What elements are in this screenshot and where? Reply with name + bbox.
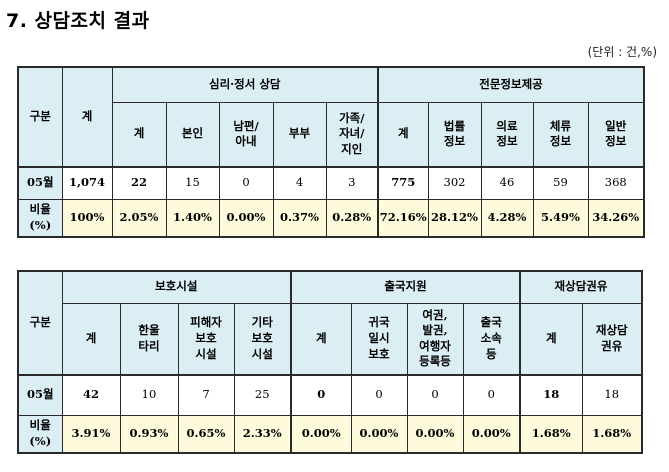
cell-ratio: 72.16%: [377, 198, 429, 238]
sub-header: 여권, 발권, 여행자 등록등: [406, 302, 464, 376]
sub-header: 계: [61, 302, 121, 376]
cell-value: 775: [377, 166, 429, 200]
sub-header: 가족/ 자녀/ 지인: [325, 101, 379, 168]
header-departure-support: 출국지원: [290, 270, 521, 304]
cell-value: 3: [325, 166, 379, 200]
sub-header: 재상담 권유: [581, 302, 643, 376]
cell-ratio: 0.00%: [462, 414, 521, 454]
sub-header: 계: [377, 101, 429, 168]
header-total: 계: [61, 66, 113, 168]
row-label-month: 05월: [17, 166, 63, 200]
cell-ratio: 5.49%: [532, 198, 589, 238]
sub-header: 법률 정보: [427, 101, 482, 168]
cell-ratio: 0.93%: [119, 414, 179, 454]
sub-header: 의료 정보: [480, 101, 534, 168]
sub-header: 체류 정보: [532, 101, 589, 168]
cell-ratio: 0.00%: [218, 198, 274, 238]
sub-header: 계: [519, 302, 583, 376]
cell-ratio: 1.68%: [519, 414, 583, 454]
counseling-result-table-1: 구분 계 심리·정서 상담 전문정보제공 계 본인 남편/ 아내 부부 가족/ …: [17, 66, 645, 238]
cell-ratio: 0.65%: [177, 414, 235, 454]
cell-value: 0: [350, 374, 408, 416]
sub-header: 남편/ 아내: [218, 101, 274, 168]
sub-header: 귀국 일시 보호: [350, 302, 408, 376]
cell-value: 10: [119, 374, 179, 416]
sub-header: 본인: [165, 101, 220, 168]
cell-value: 25: [233, 374, 292, 416]
sub-header: 한울 타리: [119, 302, 179, 376]
cell-value: 0: [462, 374, 521, 416]
cell-value: 46: [480, 166, 534, 200]
header-psych-counseling: 심리·정서 상담: [111, 66, 379, 103]
cell-ratio: 34.26%: [587, 198, 645, 238]
cell-value: 0: [406, 374, 464, 416]
header-shelter: 보호시설: [61, 270, 292, 304]
cell-ratio: 2.05%: [111, 198, 167, 238]
cell-ratio: 2.33%: [233, 414, 292, 454]
cell-value: 59: [532, 166, 589, 200]
section-title: 7. 상담조치 결과: [6, 10, 150, 32]
sub-header: 계: [290, 302, 352, 376]
header-expert-info: 전문정보제공: [377, 66, 645, 103]
cell-ratio: 0.37%: [272, 198, 327, 238]
unit-note: (단위 : 건,%): [587, 45, 657, 59]
cell-ratio: 1.40%: [165, 198, 220, 238]
row-label-ratio: 비율 (%): [17, 414, 63, 454]
cell-value: 18: [581, 374, 643, 416]
cell-ratio: 4.28%: [480, 198, 534, 238]
header-category: 구분: [17, 66, 63, 168]
sub-header: 일반 정보: [587, 101, 645, 168]
cell-ratio: 0.28%: [325, 198, 379, 238]
cell-value: 15: [165, 166, 220, 200]
cell-value: 42: [61, 374, 121, 416]
cell-value: 22: [111, 166, 167, 200]
counseling-result-table-2: 구분 보호시설 출국지원 재상담권유 계 한울 타리 피해자 보호 시설 기타 …: [17, 270, 643, 454]
cell-value: 1,074: [61, 166, 113, 200]
cell-ratio: 0.00%: [350, 414, 408, 454]
cell-ratio: 100%: [61, 198, 113, 238]
cell-ratio: 1.68%: [581, 414, 643, 454]
cell-ratio: 28.12%: [427, 198, 482, 238]
cell-ratio: 3.91%: [61, 414, 121, 454]
sub-header: 기타 보호 시설: [233, 302, 292, 376]
sub-header: 출국 소속 등: [462, 302, 521, 376]
cell-value: 7: [177, 374, 235, 416]
cell-value: 4: [272, 166, 327, 200]
header-category: 구분: [17, 270, 63, 376]
row-label-month: 05월: [17, 374, 63, 416]
header-recounseling: 재상담권유: [519, 270, 643, 304]
sub-header: 부부: [272, 101, 327, 168]
cell-ratio: 0.00%: [406, 414, 464, 454]
sub-header: 계: [111, 101, 167, 168]
sub-header: 피해자 보호 시설: [177, 302, 235, 376]
cell-value: 0: [218, 166, 274, 200]
cell-ratio: 0.00%: [290, 414, 352, 454]
cell-value: 0: [290, 374, 352, 416]
cell-value: 18: [519, 374, 583, 416]
cell-value: 368: [587, 166, 645, 200]
cell-value: 302: [427, 166, 482, 200]
row-label-ratio: 비율 (%): [17, 198, 63, 238]
